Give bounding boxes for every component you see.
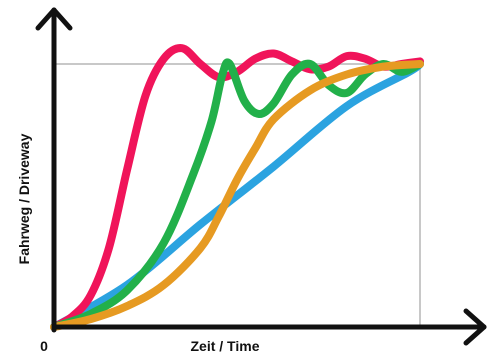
x-axis-label: Zeit / Time bbox=[191, 338, 260, 354]
y-axis-arrowhead bbox=[35, 7, 73, 31]
series-layer bbox=[50, 44, 424, 331]
target-lines bbox=[54, 63, 421, 327]
y-axis-label: Fahrweg / Driveway bbox=[16, 133, 32, 264]
series-line-1 bbox=[50, 60, 424, 331]
series-line-3 bbox=[50, 58, 424, 331]
axes bbox=[35, 7, 487, 346]
x-axis-arrowhead bbox=[463, 308, 487, 346]
origin-label: 0 bbox=[40, 338, 48, 354]
series-line-4 bbox=[50, 60, 424, 331]
